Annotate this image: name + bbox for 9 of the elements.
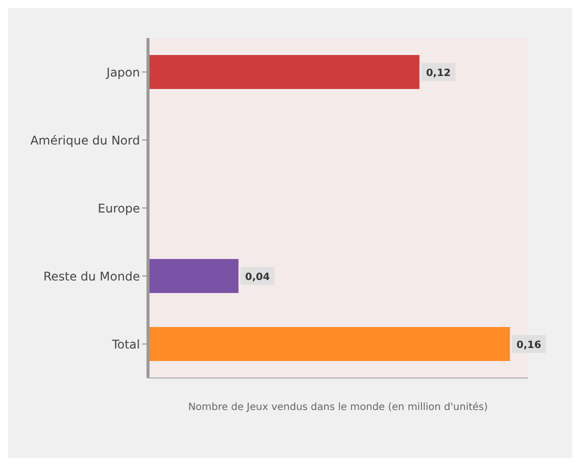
y-tick-label: Reste du Monde bbox=[43, 269, 140, 284]
y-tick-label: Europe bbox=[98, 201, 140, 216]
y-tick-label: Amérique du Nord bbox=[30, 133, 140, 148]
x-axis-title: Nombre de Jeux vendus dans le monde (en million d'unités) bbox=[188, 402, 488, 413]
data-label: 0,16 bbox=[516, 340, 542, 351]
data-label: 0,12 bbox=[426, 68, 451, 79]
data-label: 0,04 bbox=[245, 272, 270, 283]
y-tick-label: Japon bbox=[106, 65, 140, 80]
y-tick-label: Total bbox=[110, 337, 140, 352]
